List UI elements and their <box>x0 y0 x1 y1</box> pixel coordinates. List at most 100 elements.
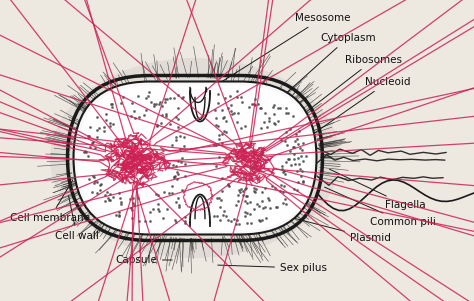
Point <box>218 189 226 194</box>
Point <box>296 146 303 150</box>
Point <box>172 200 179 205</box>
Point <box>154 202 161 207</box>
FancyBboxPatch shape <box>78 85 312 231</box>
Point <box>107 120 114 125</box>
Point <box>243 200 250 205</box>
Point <box>272 205 279 209</box>
Point <box>155 102 163 107</box>
Point <box>260 120 267 125</box>
Point <box>297 173 305 178</box>
Point <box>146 209 154 214</box>
Point <box>216 155 223 160</box>
Point <box>93 128 100 132</box>
Point <box>172 218 179 222</box>
Point <box>160 190 168 195</box>
Point <box>181 219 189 223</box>
Point <box>240 193 247 197</box>
Point <box>174 125 182 129</box>
Point <box>174 159 182 164</box>
Point <box>155 209 163 213</box>
Point <box>115 191 123 196</box>
Point <box>130 109 138 114</box>
Point <box>279 170 287 175</box>
Point <box>258 198 265 203</box>
Point <box>182 173 189 178</box>
Point <box>158 113 165 118</box>
Point <box>214 92 222 97</box>
Point <box>163 114 170 119</box>
Point <box>164 207 171 212</box>
Point <box>173 220 180 225</box>
Point <box>300 159 307 163</box>
Point <box>214 124 222 129</box>
Point <box>220 129 228 134</box>
Point <box>242 185 250 190</box>
Point <box>128 207 136 212</box>
Point <box>263 124 271 129</box>
Point <box>112 212 119 217</box>
Point <box>232 222 239 227</box>
Point <box>241 187 249 191</box>
Point <box>106 123 114 128</box>
Point <box>95 126 103 131</box>
Point <box>282 130 290 135</box>
Point <box>90 175 97 179</box>
Point <box>216 217 223 222</box>
Text: Capsule: Capsule <box>115 255 172 265</box>
Point <box>283 110 290 115</box>
Point <box>238 100 246 105</box>
Point <box>228 112 236 117</box>
Point <box>286 149 294 154</box>
Point <box>180 143 188 148</box>
Point <box>178 155 186 160</box>
Point <box>88 141 96 146</box>
Point <box>93 190 101 195</box>
Text: Sex pilus: Sex pilus <box>218 263 327 273</box>
Text: Cell wall: Cell wall <box>55 196 99 241</box>
Point <box>107 191 114 196</box>
Point <box>274 119 282 123</box>
Point <box>174 117 182 122</box>
Point <box>158 120 165 125</box>
Point <box>152 192 159 197</box>
Point <box>293 136 301 141</box>
Point <box>174 172 182 177</box>
Point <box>258 217 266 222</box>
Point <box>221 95 229 100</box>
Point <box>251 186 258 191</box>
Point <box>172 164 179 169</box>
Point <box>270 105 277 110</box>
Point <box>300 179 307 184</box>
Point <box>117 199 125 204</box>
Point <box>282 106 289 111</box>
Point <box>172 115 180 119</box>
Point <box>269 183 276 188</box>
Point <box>135 219 143 224</box>
Point <box>100 125 108 129</box>
Point <box>251 206 258 211</box>
Point <box>96 182 103 187</box>
Point <box>225 184 233 189</box>
Point <box>85 177 93 182</box>
Point <box>162 111 169 116</box>
Point <box>96 188 104 192</box>
Point <box>171 96 178 101</box>
Point <box>170 174 177 179</box>
Point <box>271 122 279 126</box>
Point <box>294 180 302 185</box>
Point <box>258 190 266 195</box>
Point <box>93 135 101 140</box>
Point <box>115 213 122 218</box>
Point <box>150 102 158 107</box>
Point <box>259 206 266 211</box>
Point <box>154 124 161 129</box>
Point <box>246 211 254 216</box>
Point <box>128 216 136 221</box>
Point <box>147 100 155 105</box>
Point <box>256 106 264 110</box>
Point <box>286 157 293 162</box>
Point <box>243 210 251 215</box>
Point <box>161 97 169 102</box>
Point <box>284 110 292 115</box>
Point <box>241 199 249 204</box>
